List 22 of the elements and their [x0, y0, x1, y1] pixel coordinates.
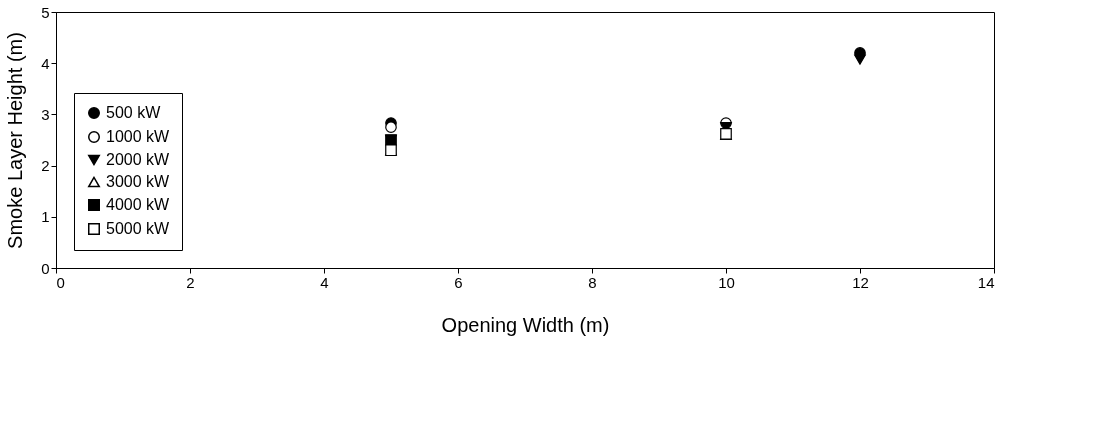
legend-label: 500 kW [106, 104, 162, 121]
x-tick-label: 2 [186, 273, 195, 291]
x-tick-label: 6 [454, 273, 463, 291]
legend-label: 4000 kW [106, 196, 171, 213]
x-tick-label: 0 [56, 273, 65, 291]
y-tick-label: 4 [41, 54, 50, 72]
legend-label: 1000 kW [106, 128, 171, 145]
x-axis-title: Opening Width (m) [441, 313, 610, 336]
x-tick-label: 14 [977, 273, 995, 291]
x-tick-label: 4 [320, 273, 329, 291]
y-tick-label: 3 [41, 105, 50, 123]
legend-label: 5000 kW [106, 220, 171, 237]
legend-label: 3000 kW [106, 173, 171, 190]
y-tick-label: 5 [41, 3, 50, 21]
x-tick-label: 12 [852, 273, 869, 291]
x-tick-label: 8 [588, 273, 597, 291]
legend-label: 2000 kW [106, 151, 171, 168]
y-tick-label: 2 [41, 157, 50, 175]
x-tick-label: 10 [718, 273, 735, 291]
y-tick-label: 1 [41, 208, 50, 226]
y-axis-title: Smoke Layer Height (m) [4, 32, 27, 249]
y-tick-label: 0 [41, 259, 50, 277]
